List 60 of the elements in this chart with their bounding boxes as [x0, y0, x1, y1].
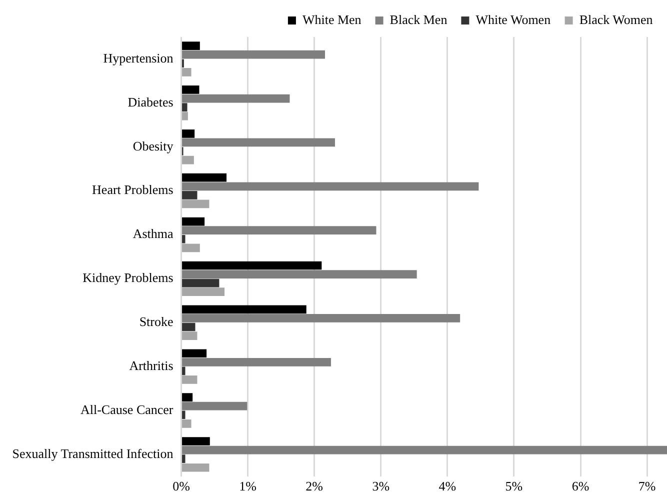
bar — [182, 393, 193, 402]
bar — [182, 288, 225, 296]
bar — [182, 191, 198, 200]
bar — [182, 410, 186, 420]
x-tick-label: 4% — [438, 478, 456, 494]
bar — [182, 156, 194, 164]
bar — [182, 217, 205, 226]
bar — [182, 94, 290, 103]
bar — [182, 366, 186, 376]
bar — [182, 270, 417, 278]
bar — [182, 349, 207, 358]
legend-label: White Women — [476, 12, 552, 27]
x-tick-label: 1% — [239, 478, 257, 494]
bar — [182, 278, 220, 288]
bar — [182, 182, 479, 191]
bar — [182, 226, 376, 235]
bar — [182, 234, 186, 244]
y-tick-label: Arthritis — [129, 358, 174, 373]
bar — [182, 358, 331, 366]
bar — [182, 103, 188, 112]
bar — [182, 305, 306, 314]
y-tick-label: Heart Problems — [92, 182, 174, 198]
x-tick-label: 6% — [572, 478, 590, 494]
y-tick-label: Diabetes — [128, 94, 174, 110]
bar — [182, 454, 186, 463]
y-tick-label: Asthma — [132, 226, 174, 242]
bar — [182, 50, 325, 59]
y-tick-label: Stroke — [139, 314, 174, 330]
x-tick-label: 2% — [306, 478, 324, 494]
bar — [182, 332, 198, 340]
y-tick-label: Hypertension — [103, 50, 174, 66]
bar — [182, 138, 335, 147]
bar — [182, 200, 210, 208]
legend-label: White Men — [302, 12, 362, 27]
bar — [182, 420, 192, 428]
bar — [182, 86, 200, 94]
bar — [182, 244, 200, 252]
y-tick-label: Kidney Problems — [82, 270, 174, 286]
legend-label: Black Women — [579, 12, 654, 27]
bar — [182, 112, 188, 120]
y-tick-label: All-Cause Cancer — [80, 402, 174, 417]
bar — [182, 129, 195, 138]
bar — [182, 261, 322, 270]
bar — [182, 314, 460, 322]
bar — [182, 402, 248, 410]
x-tick-label: 3% — [372, 478, 390, 494]
bar — [182, 322, 196, 332]
bar — [182, 42, 200, 50]
x-tick-label: 5% — [505, 478, 523, 494]
bar — [182, 463, 210, 472]
bar — [182, 376, 198, 384]
bar — [182, 437, 210, 446]
y-tick-label: Sexually Transmitted Infection — [12, 446, 174, 461]
bar — [182, 446, 667, 454]
x-tick-label: 0% — [172, 478, 190, 494]
legend-label: Black Men — [390, 12, 448, 27]
bar — [182, 173, 227, 182]
bar — [182, 68, 192, 76]
x-tick-label: 7% — [638, 478, 656, 494]
y-tick-label: Obesity — [132, 138, 174, 154]
